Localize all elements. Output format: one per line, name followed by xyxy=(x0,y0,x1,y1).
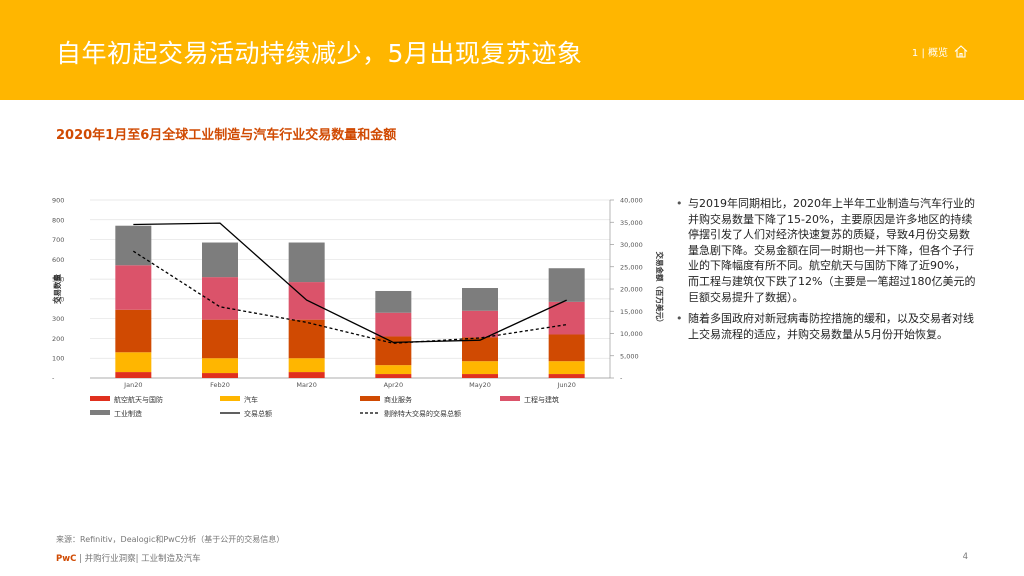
line-series-total-value xyxy=(133,222,567,344)
bar-segment xyxy=(202,358,238,374)
bar-segment xyxy=(548,334,585,362)
legend-label: 商业服务 xyxy=(384,395,412,404)
bar-segment xyxy=(462,310,498,338)
chart-title: 2020年1月至6月全球工业制造与汽车行业交易数量和金额 xyxy=(56,128,397,143)
x-tick-label: Feb20 xyxy=(210,381,230,389)
legend-label: 剔除特大交易的交易总额 xyxy=(384,409,461,418)
bar-segment xyxy=(202,373,238,378)
bar-segment xyxy=(462,288,498,311)
x-tick-label: Apr20 xyxy=(384,381,404,389)
bar-segment xyxy=(548,301,585,335)
y-tick-label: 400 xyxy=(52,295,64,303)
nav-breadcrumb[interactable]: 1 | 概览 xyxy=(912,44,968,59)
commentary-bullet: 随着多国政府对新冠病毒防控措施的缓和，以及交易者对线上交易流程的适应，并购交易数… xyxy=(676,311,976,342)
bar-segment xyxy=(115,372,152,378)
bar-segment xyxy=(462,361,498,375)
bar-segment xyxy=(288,358,325,373)
bar-segment xyxy=(548,374,585,378)
y2-tick-label: 5,000 xyxy=(620,352,639,360)
bar-segment xyxy=(115,265,152,310)
legend-label: 航空航天与国防 xyxy=(114,395,163,404)
page-number: 4 xyxy=(962,552,968,562)
line-series-excl-megadeals xyxy=(132,250,567,344)
stacked-bar-line-chart: - 100 200 300 400 500 600 700 800 900 - 5,000 10,000… xyxy=(52,197,665,419)
bar-segment xyxy=(202,242,238,278)
y2-tick-label: - xyxy=(620,375,623,383)
y2-tick-label: 40,000 xyxy=(620,197,643,205)
source-note: 来源：Refinitiv，Dealogic和PwC分析（基于公开的交易信息） xyxy=(56,535,285,544)
y-tick-label: 900 xyxy=(52,197,64,205)
legend-swatch xyxy=(220,396,240,401)
home-icon[interactable] xyxy=(954,45,968,58)
bar-segment xyxy=(288,372,325,378)
y2-tick-label: 25,000 xyxy=(620,263,643,271)
y2-tick-label: 15,000 xyxy=(620,308,643,316)
footer-brand: PwC xyxy=(56,554,77,564)
bar-segment xyxy=(375,312,412,337)
y2-tick-label: 30,000 xyxy=(620,241,643,249)
legend-swatch xyxy=(500,396,520,401)
x-tick-label: May20 xyxy=(469,381,491,389)
bar-segment xyxy=(288,319,325,359)
page-title: 自年初起交易活动持续减少，5月出现复苏迹象 xyxy=(56,39,583,68)
x-tick-label: Mar20 xyxy=(296,381,317,389)
legend-label: 工程与建筑 xyxy=(524,395,559,404)
nav-label[interactable]: 1 | 概览 xyxy=(911,48,948,59)
commentary-bullet: 与2019年同期相比，2020年上半年工业制造与汽车行业的并购交易数量下降了15… xyxy=(676,196,976,305)
y-tick-label: 300 xyxy=(52,315,64,323)
legend-swatch xyxy=(360,396,380,401)
bar-segment xyxy=(115,225,152,266)
bar-segment xyxy=(115,352,152,373)
footer: PwC | 并购行业洞察| 工业制造及汽车 xyxy=(56,552,201,564)
y-tick-label: 800 xyxy=(52,216,64,224)
bar-segment xyxy=(548,268,585,302)
y-tick-label: 200 xyxy=(52,335,64,343)
bar-segment xyxy=(375,365,412,375)
bar-segment xyxy=(115,309,152,353)
legend-label: 交易总额 xyxy=(244,409,272,418)
y2-tick-label: 20,000 xyxy=(620,286,643,294)
bar-segment xyxy=(288,242,325,283)
y-axis-title: 交易数量 xyxy=(52,274,62,304)
header-bar: 自年初起交易活动持续减少，5月出现复苏迹象 1 | 概览 xyxy=(0,0,1024,100)
x-tick-label: Jun20 xyxy=(556,381,575,389)
y2-tick-label: 10,000 xyxy=(620,330,643,338)
bar-segment xyxy=(548,361,585,375)
y-tick-label: 700 xyxy=(52,236,64,244)
bar-segment xyxy=(288,282,325,320)
bar-segment xyxy=(375,336,412,366)
bar-segment xyxy=(202,319,238,359)
y2-axis-title: 交易金额（百万美元） xyxy=(655,252,665,327)
legend-swatch xyxy=(90,410,110,415)
y-tick-label: 500 xyxy=(52,276,64,284)
footer-text: | 并购行业洞察| 工业制造及汽车 xyxy=(76,554,201,564)
legend-swatch xyxy=(90,396,110,401)
y-tick-label: - xyxy=(52,375,55,383)
y2-tick-label: 35,000 xyxy=(620,219,643,227)
bar-segment xyxy=(202,277,238,320)
x-tick-label: Jan20 xyxy=(123,381,142,389)
y-tick-label: 600 xyxy=(52,256,64,264)
legend-label: 汽车 xyxy=(244,395,258,404)
legend-label: 工业制造 xyxy=(114,409,142,418)
bar-segment xyxy=(375,374,412,378)
bar-segment xyxy=(462,337,498,362)
bar-segment xyxy=(462,374,498,378)
commentary-list: 与2019年同期相比，2020年上半年工业制造与汽车行业的并购交易数量下降了15… xyxy=(676,196,976,348)
y-tick-label: 100 xyxy=(52,355,64,363)
bar-segment xyxy=(375,290,412,313)
